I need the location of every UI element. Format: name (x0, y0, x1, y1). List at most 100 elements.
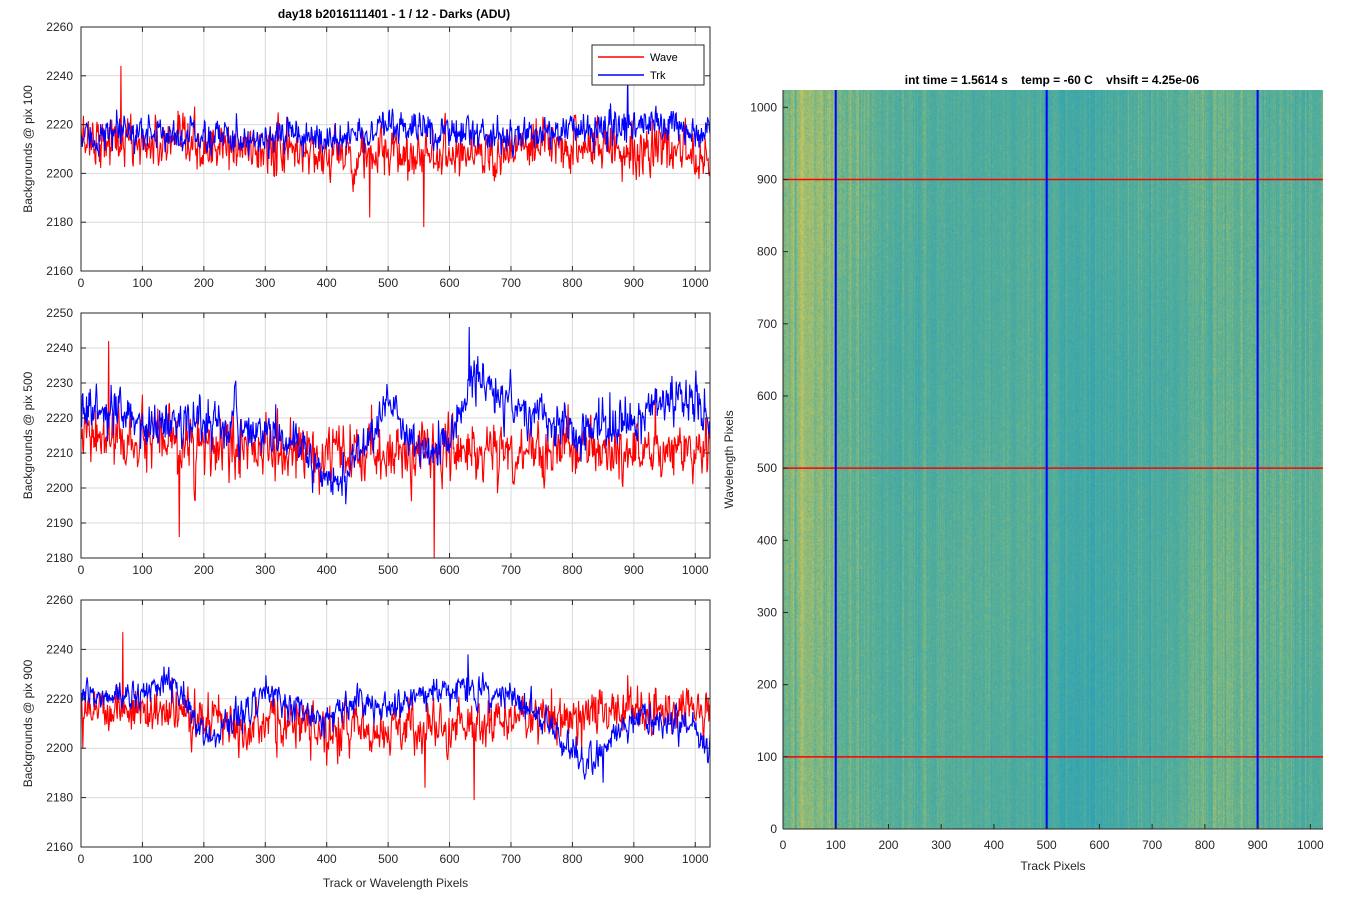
x-tick-label: 100 (132, 852, 152, 866)
y-tick-label: 2220 (46, 411, 73, 425)
x-tick-label: 600 (440, 852, 460, 866)
y-tick-label: 2240 (46, 69, 73, 83)
x-tick-label: 900 (624, 563, 644, 577)
y-tick-label: 2160 (46, 840, 73, 854)
x-tick-label: 400 (317, 563, 337, 577)
y-tick-label: 2240 (46, 642, 73, 656)
heatmap-y-tick-label: 700 (757, 317, 777, 331)
heatmap-x-tick-label: 0 (780, 838, 787, 852)
x-tick-label: 900 (624, 852, 644, 866)
heatmap-x-tick-label: 400 (984, 838, 1004, 852)
heatmap-x-tick-label: 200 (878, 838, 898, 852)
x-tick-label: 400 (317, 852, 337, 866)
x-tick-label: 400 (317, 276, 337, 290)
heatmap-y-tick-label: 600 (757, 389, 777, 403)
x-tick-label: 300 (255, 276, 275, 290)
x-tick-label: 200 (194, 563, 214, 577)
heatmap-y-tick-label: 800 (757, 245, 777, 259)
x-tick-label: 0 (78, 852, 85, 866)
y-tick-label: 2220 (46, 118, 73, 132)
legend-trk-label: Trk (650, 70, 666, 82)
heatmap-y-tick-label: 900 (757, 172, 777, 186)
x-tick-label: 500 (378, 852, 398, 866)
y-tick-label: 2180 (46, 791, 73, 805)
heatmap-x-tick-label: 700 (1142, 838, 1162, 852)
x-tick-label: 600 (440, 563, 460, 577)
heatmap-y-tick-label: 100 (757, 750, 777, 764)
heatmap-x-tick-label: 900 (1248, 838, 1268, 852)
axes-box (80, 26, 711, 272)
x-tick-label: 200 (194, 276, 214, 290)
x-tick-label: 0 (78, 563, 85, 577)
x-axis-label: Track or Wavelength Pixels (323, 876, 468, 890)
x-tick-label: 1000 (682, 276, 709, 290)
axes-box (80, 312, 711, 559)
series-line-wave (81, 66, 710, 228)
x-tick-label: 600 (440, 276, 460, 290)
heatmap-title: int time = 1.5614 s temp = -60 C vhsift … (905, 73, 1200, 87)
heatmap-image (783, 90, 1323, 829)
heatmap-x-tick-label: 800 (1195, 838, 1215, 852)
y-tick-label: 2260 (46, 593, 73, 607)
x-tick-label: 500 (378, 563, 398, 577)
y-tick-label: 2220 (46, 692, 73, 706)
x-tick-label: 700 (501, 276, 521, 290)
x-tick-label: 0 (78, 276, 85, 290)
series-line-trk (81, 70, 710, 160)
y-tick-label: 2210 (46, 446, 73, 460)
figure-title: day18 b2016111401 - 1 / 12 - Darks (ADU) (278, 7, 510, 21)
series-line-trk (81, 326, 710, 505)
legend-box (591, 44, 705, 86)
heatmap-y-tick-label: 1000 (750, 100, 777, 114)
legend-wave-label: Wave (650, 52, 678, 64)
x-tick-label: 700 (501, 852, 521, 866)
axes-box (80, 599, 711, 848)
heatmap-x-tick-label: 1000 (1297, 838, 1324, 852)
x-tick-label: 800 (562, 852, 582, 866)
heatmap-x-tick-label: 600 (1089, 838, 1109, 852)
plot-pix-500: 0 100 200 300 400 500 600 700 800 900 1000 2180 2190… (21, 306, 711, 577)
x-tick-label: 1000 (682, 852, 709, 866)
heatmap-y-tick-label: 500 (757, 461, 777, 475)
x-tick-label: 200 (194, 852, 214, 866)
x-tick-label: 300 (255, 563, 275, 577)
y-tick-label: 2160 (46, 264, 73, 278)
x-tick-label: 800 (562, 563, 582, 577)
x-tick-label: 300 (255, 852, 275, 866)
y-tick-label: 2230 (46, 376, 73, 390)
y-tick-label: 2240 (46, 341, 73, 355)
legend: Wave Trk (591, 44, 705, 86)
heatmap-x-tick-label: 300 (931, 838, 951, 852)
y-tick-label: 2190 (46, 516, 73, 530)
series-line-trk (81, 654, 710, 783)
x-tick-label: 900 (624, 276, 644, 290)
y-axis-label: Backgrounds @ pix 900 (21, 659, 35, 787)
background-image-plot: int time = 1.5614 s temp = -60 C vhsift … (722, 73, 1324, 873)
plot-pix-100: 0 100 200 300 400 500 600 700 800 900 1000 2160 2180… (21, 20, 711, 290)
heatmap-y-tick-label: 0 (770, 822, 777, 836)
y-tick-label: 2200 (46, 166, 73, 180)
y-axis-label: Backgrounds @ pix 100 (21, 85, 35, 213)
plot-pix-900: 0 100 200 300 400 500 600 700 800 900 1000 2160 2180… (21, 593, 711, 890)
heatmap-x-tick-label: 500 (1037, 838, 1057, 852)
y-tick-label: 2250 (46, 306, 73, 320)
x-tick-label: 100 (132, 276, 152, 290)
x-tick-label: 700 (501, 563, 521, 577)
y-tick-label: 2260 (46, 20, 73, 34)
y-tick-label: 2200 (46, 741, 73, 755)
heatmap-x-axis-label: Track Pixels (1021, 859, 1086, 873)
y-tick-label: 2180 (46, 551, 73, 565)
heatmap-x-tick-label: 100 (826, 838, 846, 852)
x-tick-label: 100 (132, 563, 152, 577)
heatmap-y-tick-label: 300 (757, 605, 777, 619)
y-tick-label: 2180 (46, 215, 73, 229)
heatmap-y-axis-label: Wavelength Pixels (722, 410, 736, 508)
heatmap-y-tick-label: 400 (757, 533, 777, 547)
x-tick-label: 800 (562, 276, 582, 290)
y-axis-label: Backgrounds @ pix 500 (21, 371, 35, 499)
x-tick-label: 1000 (682, 563, 709, 577)
x-tick-label: 500 (378, 276, 398, 290)
heatmap-y-tick-label: 200 (757, 678, 777, 692)
y-tick-label: 2200 (46, 481, 73, 495)
